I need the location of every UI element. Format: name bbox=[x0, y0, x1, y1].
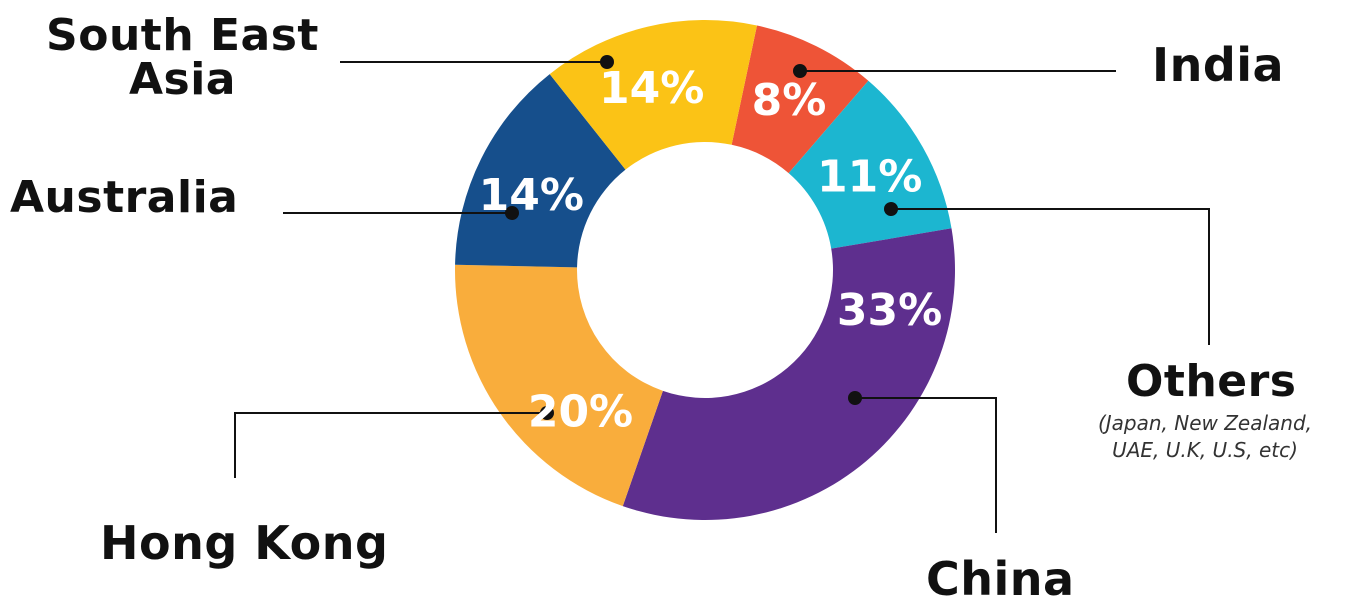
percent-label-others: 11% bbox=[817, 152, 922, 203]
slice-china bbox=[622, 228, 955, 521]
label-hong-kong: Hong Kong bbox=[100, 516, 389, 570]
percent-label-india: 8% bbox=[752, 75, 827, 126]
percent-labels: 8% 11% 33% 20% 14% 14% bbox=[479, 63, 943, 438]
slice-south-east-asia bbox=[549, 20, 757, 170]
percent-label-australia: 14% bbox=[479, 170, 584, 221]
slice-hong-kong bbox=[455, 264, 663, 507]
leader-dot-china bbox=[848, 391, 862, 405]
leader-dot-australia bbox=[505, 206, 519, 220]
label-south-east-asia-line-1: South East bbox=[46, 10, 319, 61]
slice-india bbox=[731, 25, 869, 174]
leader-line-hong-kong bbox=[234, 412, 547, 478]
percent-label-south-east-asia: 14% bbox=[599, 63, 704, 114]
label-south-east-asia-line-2: Asia bbox=[128, 54, 236, 105]
percent-label-china: 33% bbox=[837, 285, 942, 336]
leader-dot-south-east-asia bbox=[600, 55, 614, 69]
label-india: India bbox=[1152, 38, 1285, 92]
leader-dot-india bbox=[793, 64, 807, 78]
label-others-note-line-2: UAE, U.K, U.S, etc) bbox=[1112, 438, 1298, 462]
percent-label-hong-kong: 20% bbox=[528, 387, 633, 438]
leader-line-china bbox=[855, 397, 997, 533]
slice-others bbox=[788, 80, 952, 249]
leader-dot-hong-kong bbox=[540, 406, 554, 420]
leader-dot-others bbox=[884, 202, 898, 216]
leader-line-others bbox=[891, 208, 1210, 345]
donut-slices bbox=[455, 20, 955, 521]
slice-australia bbox=[455, 74, 626, 268]
label-australia: Australia bbox=[10, 172, 239, 223]
label-others-note: (Japan, New Zealand, UAE, U.K, U.S, etc) bbox=[1060, 410, 1350, 464]
label-others-note-line-1: (Japan, New Zealand, bbox=[1097, 411, 1313, 435]
label-others: Others bbox=[1126, 356, 1297, 407]
label-china: China bbox=[926, 552, 1075, 606]
label-south-east-asia: South East Asia bbox=[40, 14, 325, 102]
leader-lines bbox=[234, 55, 1210, 533]
